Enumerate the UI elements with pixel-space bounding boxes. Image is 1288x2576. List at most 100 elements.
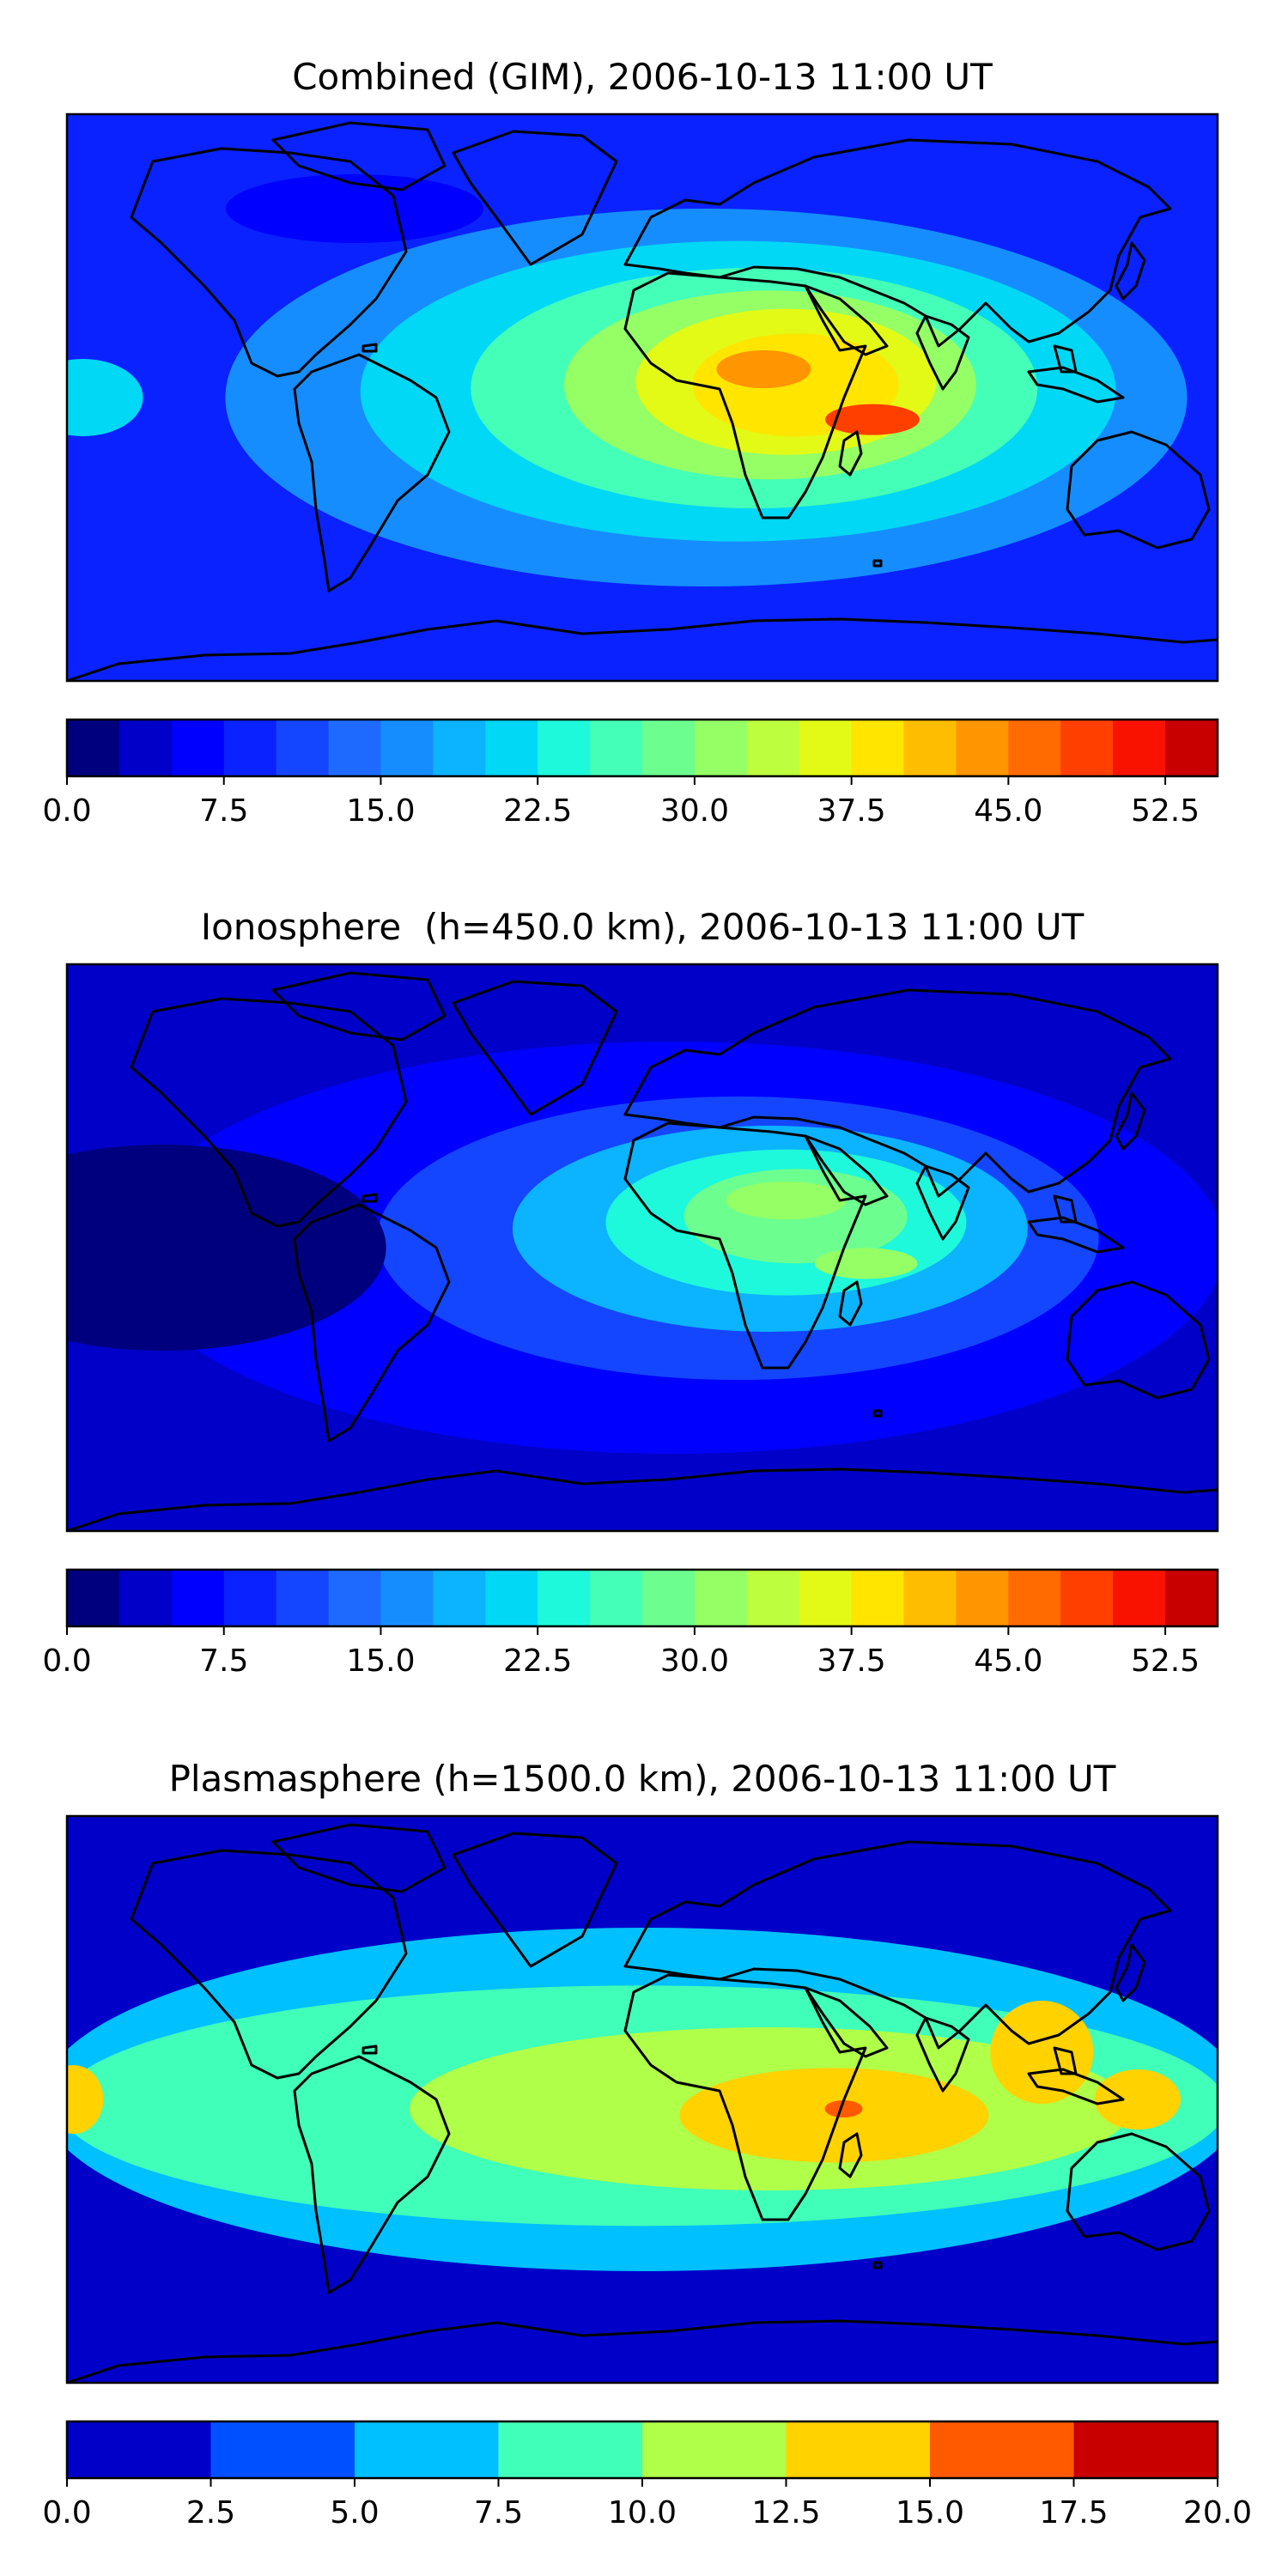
colorbar-swatch — [1008, 1570, 1061, 1626]
colorbar-tick-label: 52.5 — [1131, 1643, 1200, 1679]
colorbar-swatch — [1165, 1570, 1218, 1626]
colorbar-tick-label: 52.5 — [1131, 793, 1200, 829]
contour-region-7 — [814, 1248, 918, 1279]
colorbar-tick-label: 2.5 — [186, 2495, 235, 2530]
colorbar-tick-label: 15.0 — [346, 793, 415, 829]
colorbar-swatch — [956, 1570, 1009, 1626]
colorbar-tick-label: 17.5 — [1039, 2495, 1108, 2530]
colorbar-swatch — [590, 720, 643, 776]
contour-region-8 — [824, 2100, 863, 2117]
colorbar-tick-label: 30.0 — [660, 793, 729, 829]
panel-1-title: Combined (GIM), 2006-10-13 11:00 UT — [292, 56, 993, 98]
colorbar-swatch — [380, 720, 434, 776]
colorbar-tick-label: 15.0 — [896, 2495, 964, 2530]
contour-region-5 — [990, 2001, 1094, 2104]
contour-region-7 — [1094, 2069, 1181, 2129]
contour-region-8 — [825, 404, 920, 435]
panel-3-frame — [65, 1814, 1219, 2385]
colorbar-tick-label: 20.0 — [1183, 2495, 1252, 2530]
colorbar-swatch — [276, 720, 330, 776]
colorbar-tick-label: 37.5 — [817, 793, 886, 829]
contour-region-10 — [226, 174, 483, 243]
colorbar-swatch — [851, 720, 905, 776]
colorbar-tick-label: 0.0 — [42, 2495, 91, 2530]
colorbar-tick-label: 12.5 — [751, 2495, 820, 2530]
colorbar-swatch — [1073, 2421, 1218, 2478]
colorbar-tick-label: 37.5 — [817, 1643, 886, 1679]
panel-2-title: Ionosphere (h=450.0 km), 2006-10-13 11:0… — [201, 906, 1084, 948]
panel-1-frame — [65, 112, 1219, 683]
panel-3-title: Plasmasphere (h=1500.0 km), 2006-10-13 1… — [169, 1758, 1116, 1800]
panel-1-map — [67, 114, 1218, 681]
colorbar-tick-label: 10.0 — [608, 2495, 677, 2530]
colorbar-swatch — [694, 1570, 748, 1626]
colorbar-swatch — [433, 1570, 486, 1626]
colorbar-tick-label: 0.0 — [42, 1643, 91, 1679]
colorbar-swatch — [930, 2421, 1075, 2478]
colorbar-swatch — [328, 720, 382, 776]
contour-region-6 — [726, 1182, 847, 1219]
colorbar-swatch — [223, 1570, 277, 1626]
colorbar-swatch — [67, 720, 120, 776]
colorbar-swatch — [851, 1570, 905, 1626]
colorbar-swatch — [118, 1570, 173, 1626]
colorbar-swatch — [642, 1570, 696, 1626]
colorbar-swatch — [1060, 720, 1114, 776]
colorbar-swatch — [433, 720, 486, 776]
colorbar-tick-label: 0.0 — [42, 793, 91, 829]
colorbar-tick-label: 7.5 — [199, 793, 248, 829]
panel-2-frame — [65, 963, 1219, 1533]
colorbar-swatch — [642, 720, 696, 776]
colorbar-swatch — [746, 1570, 800, 1626]
colorbar-swatch — [903, 1570, 957, 1626]
colorbar-swatch — [786, 2421, 931, 2478]
colorbar-swatch — [171, 1570, 225, 1626]
colorbar-swatch — [355, 2421, 500, 2478]
colorbar-swatch — [1008, 720, 1061, 776]
colorbar-swatch — [485, 1570, 538, 1626]
colorbar-swatch — [538, 720, 591, 776]
colorbar-swatch — [67, 1570, 120, 1626]
colorbar-tick-label: 22.5 — [503, 793, 572, 829]
colorbar-swatch — [276, 1570, 330, 1626]
colorbar-swatch — [746, 720, 800, 776]
colorbar-tick-label: 30.0 — [660, 1643, 729, 1679]
colorbar-swatch — [380, 1570, 434, 1626]
colorbar-swatch — [1165, 720, 1218, 776]
colorbar-swatch — [694, 720, 748, 776]
panel-3-map — [67, 1816, 1218, 2383]
colorbar-tick-label: 15.0 — [346, 1643, 415, 1679]
colorbar-tick-label: 7.5 — [199, 1643, 248, 1679]
colorbar-tick-label: 45.0 — [974, 793, 1042, 829]
colorbar-swatch — [1113, 720, 1166, 776]
contour-region-6 — [67, 2065, 104, 2134]
colorbar-swatch — [171, 720, 225, 776]
colorbar-swatch — [590, 1570, 643, 1626]
contour-region-10 — [67, 2293, 1218, 2379]
panel-3-colorbar: 0.0 2.5 5.0 7.5 10.0 12.5 15.0 17.5 20.0 — [42, 2420, 1252, 2530]
colorbar-swatch — [903, 720, 957, 776]
colorbar-tick-label: 22.5 — [503, 1643, 572, 1679]
colorbar-swatch — [223, 720, 277, 776]
colorbar-tick-label: 5.0 — [330, 2495, 379, 2530]
panel-2-map — [67, 964, 1218, 1531]
colorbar-frame — [65, 718, 1219, 778]
colorbar-swatch — [210, 2421, 355, 2478]
colorbar-swatch — [118, 720, 173, 776]
colorbar-swatch — [485, 720, 538, 776]
colorbar-swatch — [538, 1570, 591, 1626]
panel-2-colorbar: 0.0 7.5 15.0 22.5 30.0 37.5 45.0 52.5 — [42, 1568, 1219, 1679]
contour-region-9 — [67, 359, 143, 436]
colorbar-swatch — [498, 2421, 643, 2478]
colorbar-swatch — [328, 1570, 382, 1626]
colorbar-tick-label: 7.5 — [474, 2495, 523, 2530]
colorbar-swatch — [1113, 1570, 1166, 1626]
colorbar-frame — [65, 1568, 1219, 1628]
colorbar-swatch — [67, 2421, 212, 2478]
colorbar-swatch — [1060, 1570, 1114, 1626]
contour-region-7 — [716, 350, 811, 388]
colorbar-swatch — [956, 720, 1009, 776]
colorbar-swatch — [799, 1570, 853, 1626]
colorbar-tick-label: 45.0 — [974, 1643, 1042, 1679]
